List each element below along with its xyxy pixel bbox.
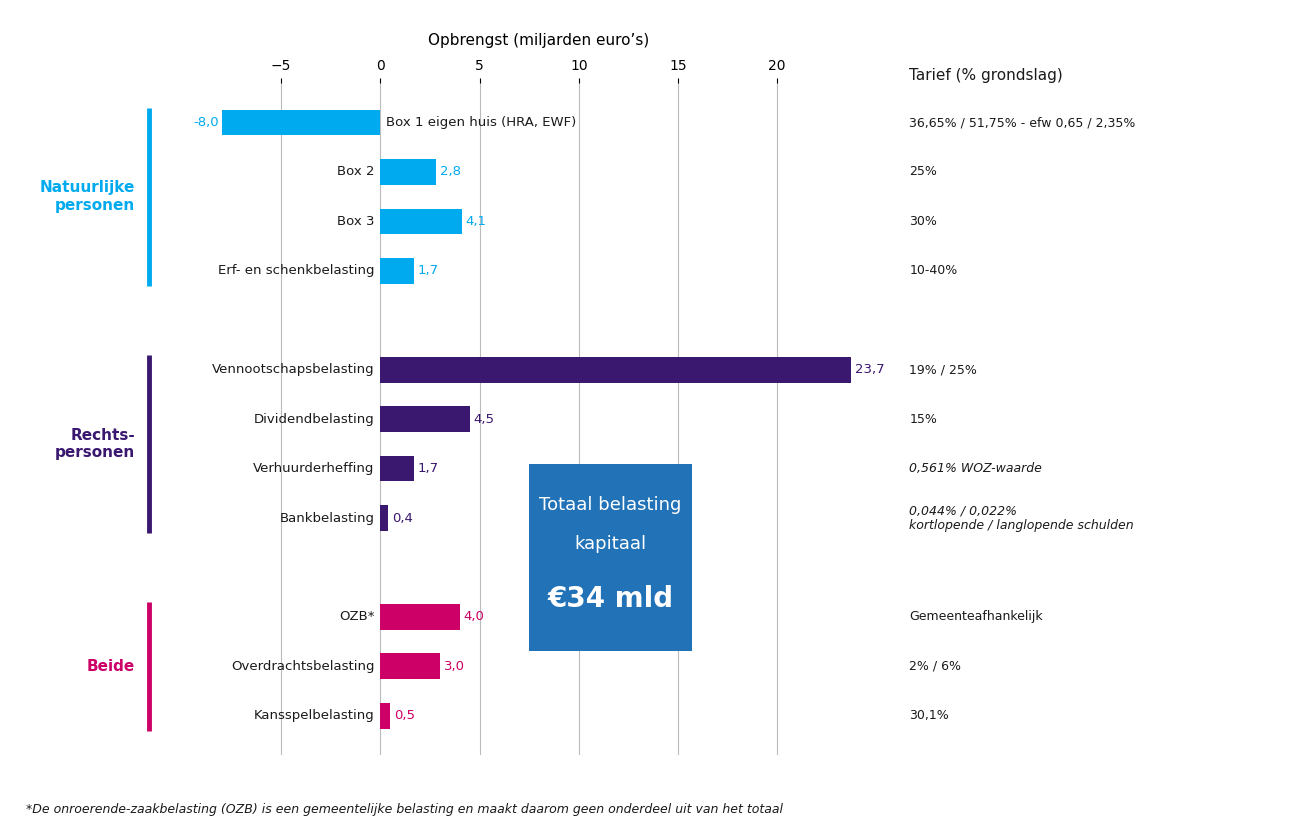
Text: Kansspelbelasting: Kansspelbelasting [253,710,374,722]
Text: 0,5: 0,5 [394,710,416,722]
Text: Gemeenteafhankelijk: Gemeenteafhankelijk [909,610,1043,623]
Text: Box 1 eigen huis (HRA, EWF): Box 1 eigen huis (HRA, EWF) [386,116,577,129]
Bar [381,604,460,630]
Text: 19% / 25%: 19% / 25% [909,364,977,376]
Bar [222,110,381,135]
Bar [381,208,461,234]
Text: 2,8: 2,8 [440,165,461,178]
Text: Natuurlijke
personen: Natuurlijke personen [40,180,135,213]
Bar [381,505,388,531]
Text: 3,0: 3,0 [444,660,465,673]
FancyBboxPatch shape [529,464,692,652]
Text: 2% / 6%: 2% / 6% [909,660,961,673]
Text: OZB*: OZB* [339,610,374,623]
Text: kapitaal: kapitaal [574,535,647,554]
Text: €34 mld: €34 mld [547,585,674,613]
Text: 25%: 25% [909,165,937,178]
Bar [381,159,436,185]
X-axis label: Opbrengst (miljarden euro’s): Opbrengst (miljarden euro’s) [429,33,650,48]
Bar [381,703,390,729]
Text: Tarief (% grondslag): Tarief (% grondslag) [909,68,1063,83]
Bar [381,407,470,432]
Text: -8,0: -8,0 [194,116,218,129]
Text: 4,0: 4,0 [464,610,485,623]
Text: Rechts-
personen: Rechts- personen [55,427,135,460]
Text: Totaal belasting: Totaal belasting [539,496,682,514]
Text: Bankbelasting: Bankbelasting [279,511,374,525]
Text: Erf- en schenkbelasting: Erf- en schenkbelasting [218,264,374,277]
Text: 4,5: 4,5 [474,413,495,426]
Text: 23,7: 23,7 [855,364,885,376]
Text: 30,1%: 30,1% [909,710,950,722]
Text: 0,561% WOZ-waarde: 0,561% WOZ-waarde [909,462,1042,475]
Text: Verhuurderheffing: Verhuurderheffing [253,462,374,475]
Text: Vennootschapsbelasting: Vennootschapsbelasting [212,364,374,376]
Text: Box 2: Box 2 [336,165,374,178]
Text: 36,65% / 51,75% - efw 0,65 / 2,35%: 36,65% / 51,75% - efw 0,65 / 2,35% [909,116,1135,129]
Bar [381,357,851,383]
Text: 1,7: 1,7 [418,264,439,277]
Text: *De onroerende-zaakbelasting (OZB) is een gemeentelijke belasting en maakt daaro: *De onroerende-zaakbelasting (OZB) is ee… [26,803,783,817]
Text: Overdrachtsbelasting: Overdrachtsbelasting [231,660,374,673]
Text: 0,4: 0,4 [392,511,413,525]
Text: 15%: 15% [909,413,937,426]
Bar [381,258,414,284]
Bar [381,456,414,481]
Bar [381,653,440,679]
Text: 10-40%: 10-40% [909,264,957,277]
Text: Dividendbelasting: Dividendbelasting [253,413,374,426]
Text: 1,7: 1,7 [418,462,439,475]
Text: 4,1: 4,1 [465,215,487,228]
Text: Beide: Beide [87,659,135,674]
Text: 30%: 30% [909,215,937,228]
Text: Box 3: Box 3 [336,215,374,228]
Text: 0,044% / 0,022%
kortlopende / langlopende schulden: 0,044% / 0,022% kortlopende / langlopend… [909,504,1134,532]
